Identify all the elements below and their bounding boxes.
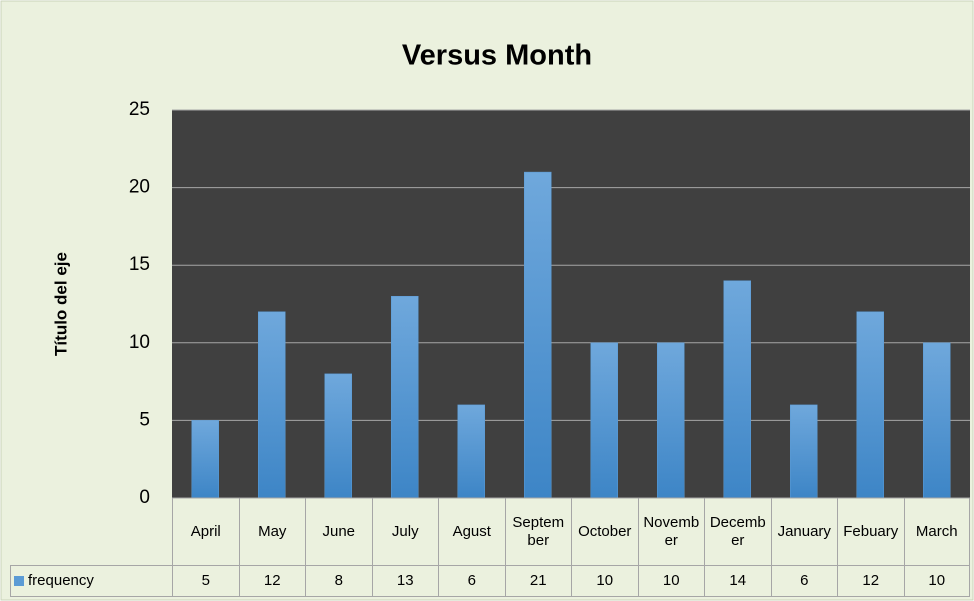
legend-entry: frequency xyxy=(10,565,172,597)
bar xyxy=(524,171,552,499)
bar xyxy=(590,342,618,499)
bar xyxy=(391,295,419,499)
plot-area xyxy=(172,110,970,498)
bar xyxy=(258,311,286,499)
legend-label: frequency xyxy=(28,572,94,589)
x-tick-label: November xyxy=(637,498,705,565)
x-tick-label: March xyxy=(903,498,970,565)
x-tick-label: Agust xyxy=(438,498,505,565)
legend-key xyxy=(14,576,24,586)
table-value: 8 xyxy=(305,565,372,597)
table-value: 13 xyxy=(371,565,438,597)
bar xyxy=(856,311,884,499)
table-value: 14 xyxy=(704,565,771,597)
x-tick-label: October xyxy=(571,498,638,565)
table-value: 6 xyxy=(438,565,505,597)
y-tick-label: 5 xyxy=(139,409,150,430)
table-value: 12 xyxy=(238,565,305,597)
x-tick-label: Febuary xyxy=(837,498,904,565)
x-tick-label: January xyxy=(770,498,838,565)
y-tick-label: 25 xyxy=(129,99,150,120)
table-value: 10 xyxy=(571,565,638,597)
bar xyxy=(457,404,485,499)
table-value: 10 xyxy=(903,565,970,597)
table-value: 5 xyxy=(172,565,239,597)
table-value: 10 xyxy=(637,565,704,597)
bar xyxy=(657,342,685,499)
y-tick-label: 0 xyxy=(139,487,150,508)
x-tick-label: September xyxy=(504,498,572,565)
chart-title: Versus Month xyxy=(402,40,592,72)
table-value: 21 xyxy=(504,565,571,597)
bar xyxy=(723,280,751,499)
x-tick-label: May xyxy=(238,498,306,565)
y-tick-label: 15 xyxy=(129,254,150,275)
y-tick-label: 10 xyxy=(129,332,150,353)
table-value: 12 xyxy=(837,565,904,597)
y-axis-title: Título del eje xyxy=(51,252,70,356)
bar xyxy=(324,373,352,499)
x-tick-label: June xyxy=(305,498,372,565)
bar xyxy=(790,404,818,499)
y-tick-label: 20 xyxy=(129,177,150,198)
table-value: 6 xyxy=(770,565,837,597)
x-tick-label: July xyxy=(371,498,439,565)
bar xyxy=(923,342,951,499)
x-tick-label: December xyxy=(704,498,771,565)
x-tick-label: April xyxy=(172,498,239,565)
bar xyxy=(191,420,219,499)
